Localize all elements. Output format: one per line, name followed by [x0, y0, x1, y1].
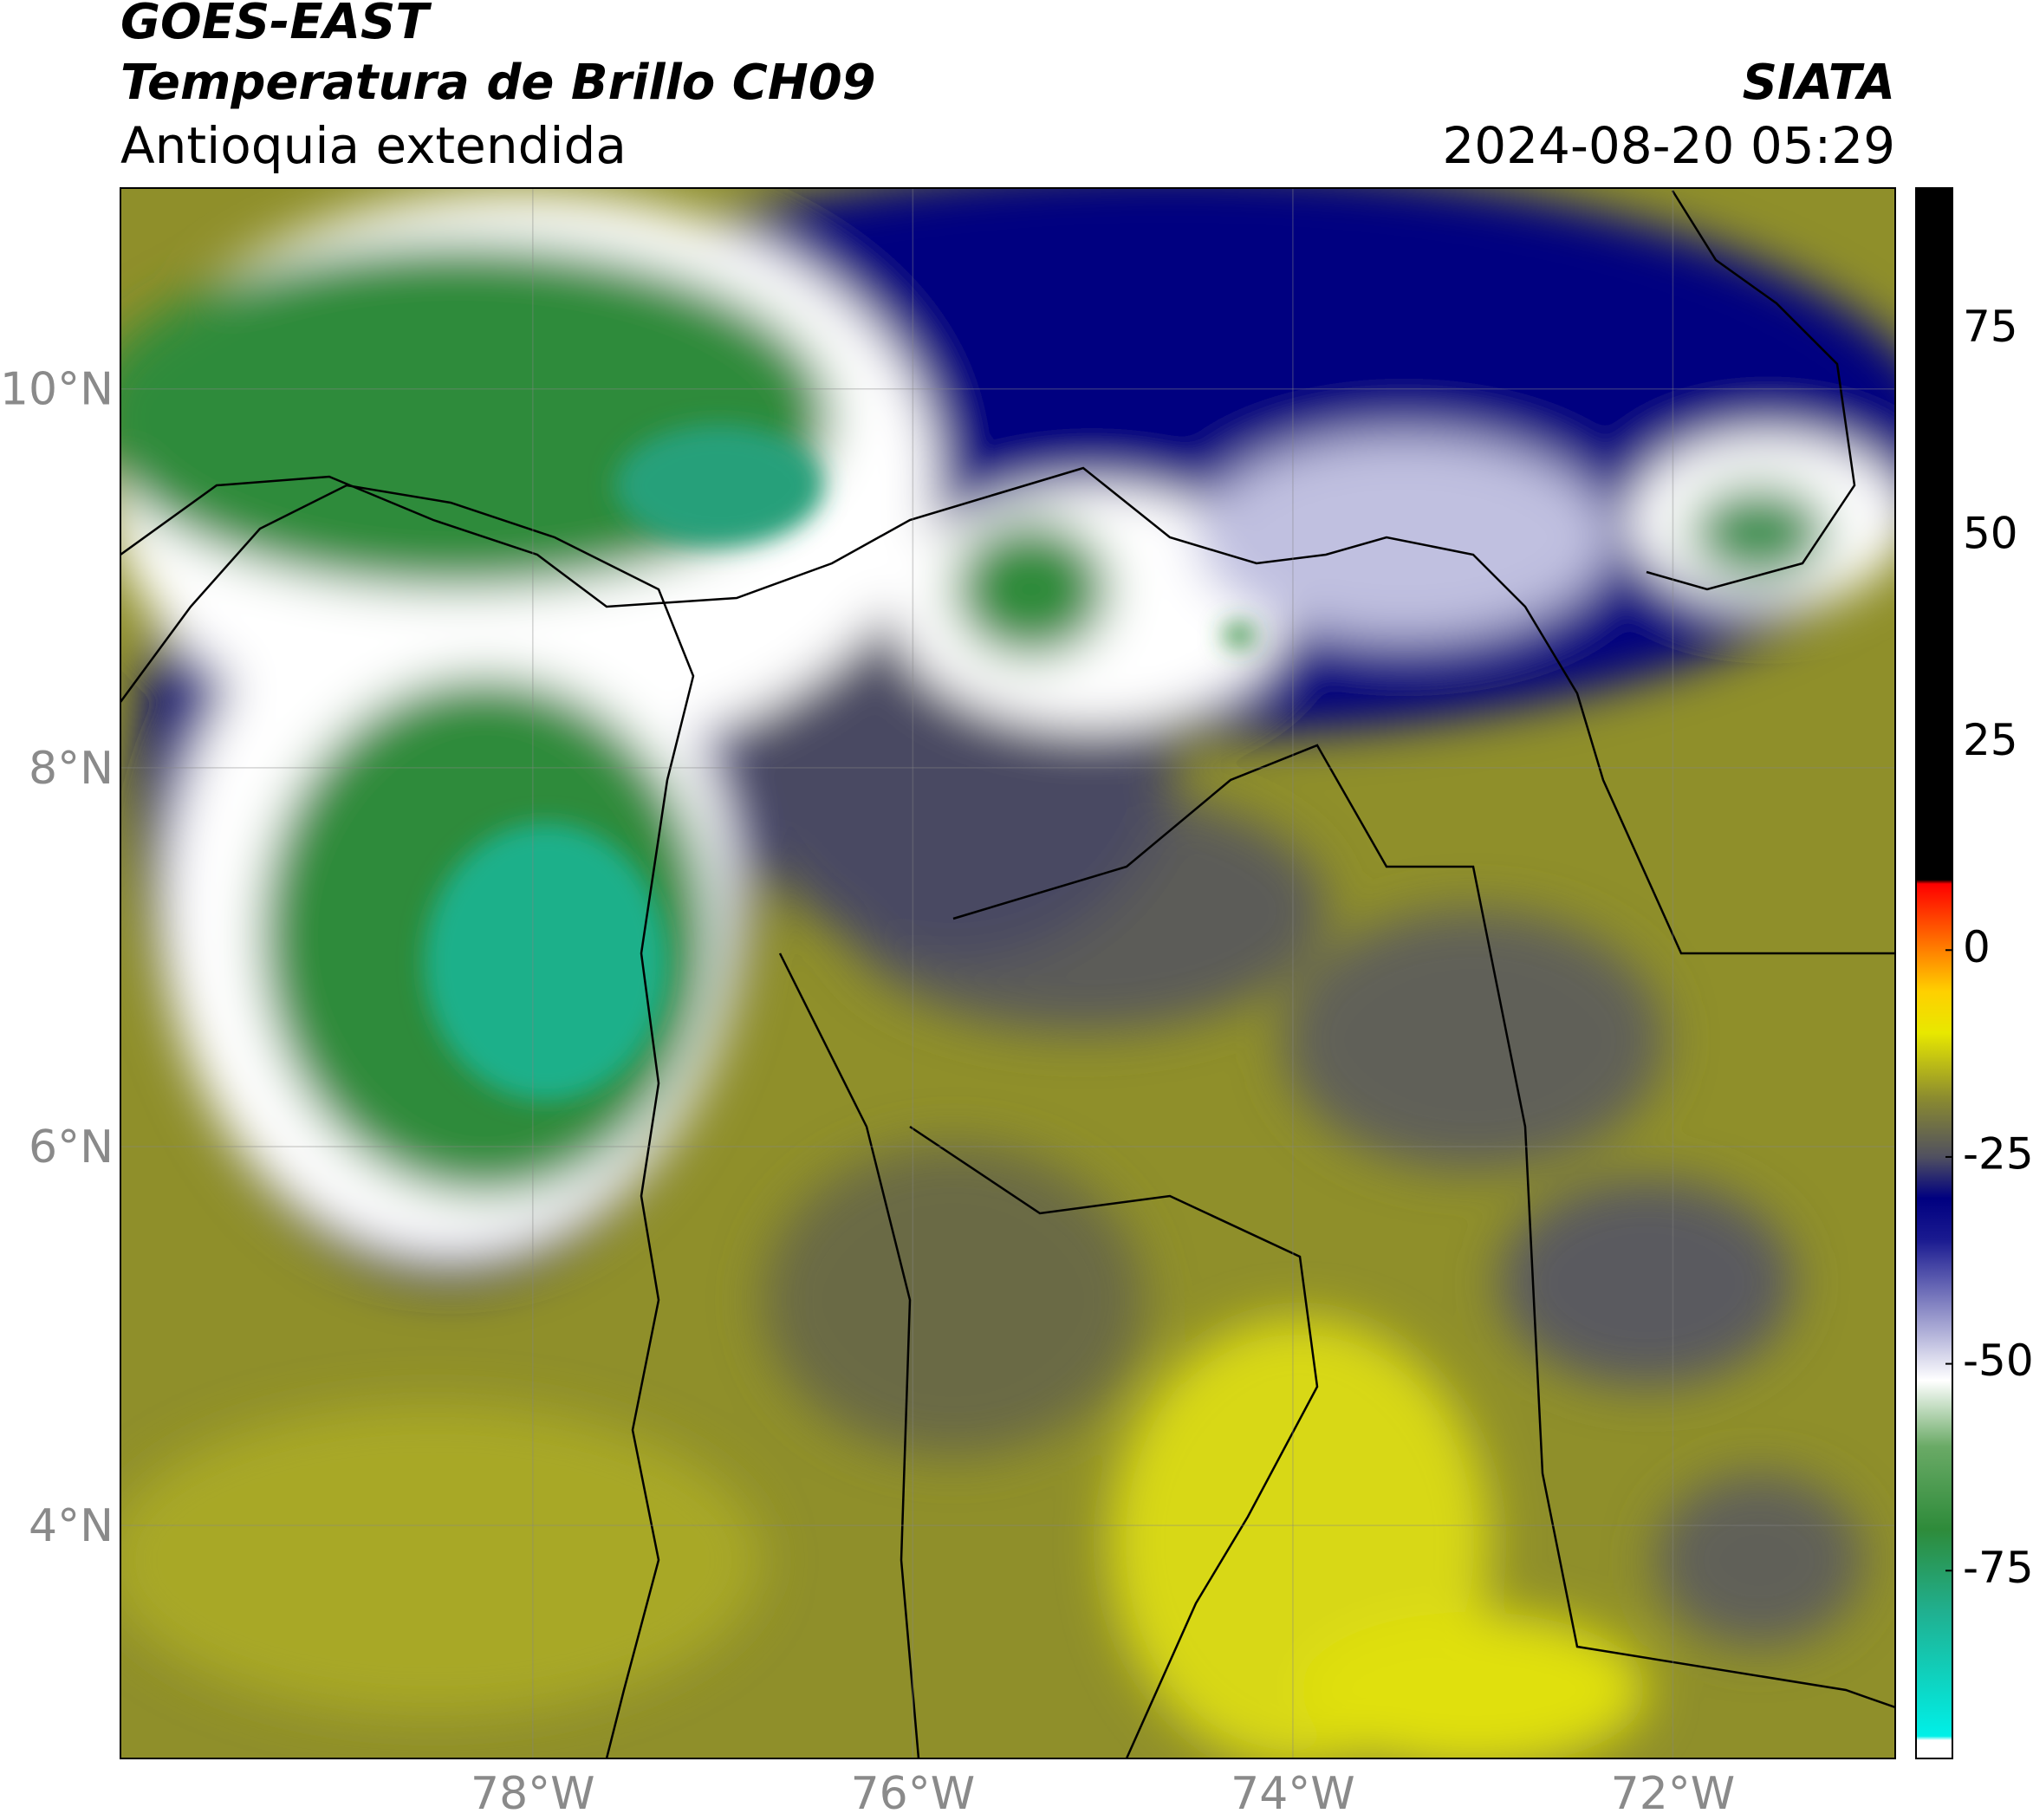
colorbar-tick-label: 25 — [1963, 715, 2018, 765]
colorbar — [1915, 187, 1953, 1759]
x-tick-label: 76°W — [851, 1768, 976, 1820]
title: GOES-EAST — [120, 0, 432, 50]
x-tick-label: 78°W — [471, 1768, 595, 1820]
source: SIATA — [1743, 55, 1895, 111]
colorbar-tick-label: 0 — [1963, 922, 1991, 972]
colorbar-tick-label: 75 — [1963, 302, 2018, 352]
x-tick-label: 74°W — [1231, 1768, 1355, 1820]
colorbar-tick-label: 50 — [1963, 508, 2018, 558]
timestamp: 2024-08-20 05:29 — [1442, 116, 1895, 175]
x-tick-label: 72°W — [1611, 1768, 1736, 1820]
colorbar-tick-label: -25 — [1963, 1128, 2033, 1179]
region: Antioquia extendida — [120, 116, 627, 175]
grid — [120, 188, 1895, 1758]
y-tick-label: 4°N — [29, 1500, 114, 1552]
map-frame — [120, 187, 1896, 1759]
satellite-image — [120, 188, 1895, 1758]
y-tick-label: 10°N — [0, 364, 114, 416]
subtitle: Temperatura de Brillo CH09 — [120, 55, 876, 111]
y-tick-label: 8°N — [29, 743, 114, 795]
colorbar-tick-label: -50 — [1963, 1336, 2033, 1386]
colorbar-tick-label: -75 — [1963, 1543, 2033, 1593]
y-tick-label: 6°N — [29, 1121, 114, 1173]
